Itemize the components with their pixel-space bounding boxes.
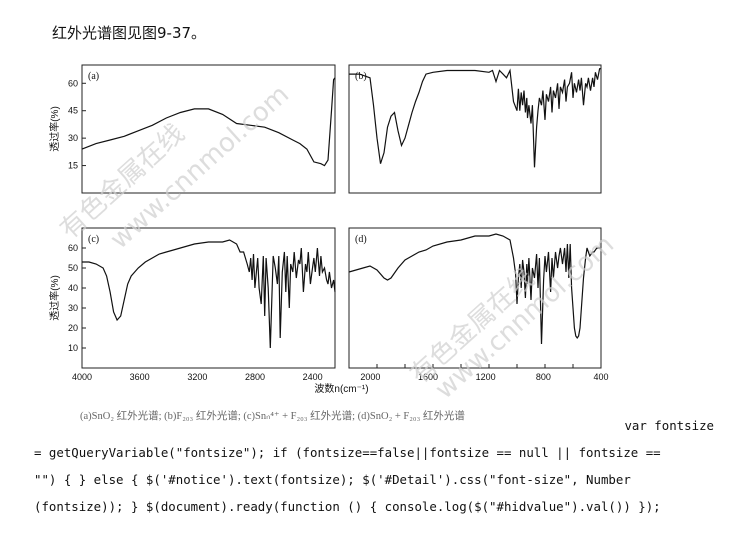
y-tick-label: 15 [68, 161, 78, 171]
plot-frame-3 [81, 227, 336, 369]
code-line-3: "") { } else { $('#notice').text(fontsiz… [34, 472, 631, 487]
y-tick-label: 40 [68, 283, 78, 293]
y-tick-label: 50 [68, 263, 78, 273]
y-tick-label: 60 [68, 78, 78, 88]
y-tick-label: 45 [68, 106, 78, 116]
plot-frame-4 [348, 227, 602, 369]
panel-label-3: (c) [88, 234, 99, 245]
x-tick-label: 800 [536, 372, 551, 382]
x-tick-label: 1200 [476, 372, 496, 382]
y-tick-label: 20 [68, 323, 78, 333]
y-axis-title: 透过率(%) [48, 275, 61, 321]
spectrum-line-3 [82, 239, 336, 349]
watermark-4: www.cnnmol.com [430, 230, 620, 406]
spectrum-line-1 [81, 77, 336, 167]
code-line-1: var fontsize [624, 418, 714, 433]
code-text: var fontsize = getQueryVariable("fontsize… [34, 412, 714, 520]
x-tick-label: 1600 [418, 372, 438, 382]
panel-label-1: (a) [88, 71, 99, 82]
y-tick-label: 60 [68, 243, 78, 253]
code-line-2: = getQueryVariable("fontsize"); if (font… [34, 445, 661, 460]
y-tick-label: 30 [68, 133, 78, 143]
page-heading: 红外光谱图见图9-37。 [52, 24, 207, 42]
plot-frame-2 [348, 64, 602, 194]
x-tick-label: 2000 [360, 372, 380, 382]
panel-label-2: (b) [355, 71, 367, 82]
spectrum-line-2 [349, 68, 601, 168]
y-axis-title: 透过率(%) [48, 106, 61, 152]
x-tick-label: 2800 [245, 372, 265, 382]
x-tick-label: 3600 [130, 372, 150, 382]
panel-label-4: (d) [355, 234, 367, 245]
y-tick-label: 30 [68, 303, 78, 313]
x-axis-title: 波数n(cm⁻¹) [314, 382, 368, 395]
figure-caption: (a)SnO₂ 红外光谱; (b)F₂₀₃ 红外光谱; (c)Snₙ⁴⁺ + F… [80, 411, 465, 422]
x-tick-label: 3200 [187, 372, 207, 382]
y-tick-label: 10 [68, 343, 78, 353]
x-tick-label: 4000 [72, 372, 92, 382]
code-line-4: (fontsize)); } $(document).ready(functio… [34, 499, 661, 514]
x-tick-label: 2400 [303, 372, 323, 382]
plot-frame-1 [81, 64, 336, 194]
x-tick-label: 400 [593, 372, 608, 382]
spectrum-line-4 [348, 233, 601, 345]
